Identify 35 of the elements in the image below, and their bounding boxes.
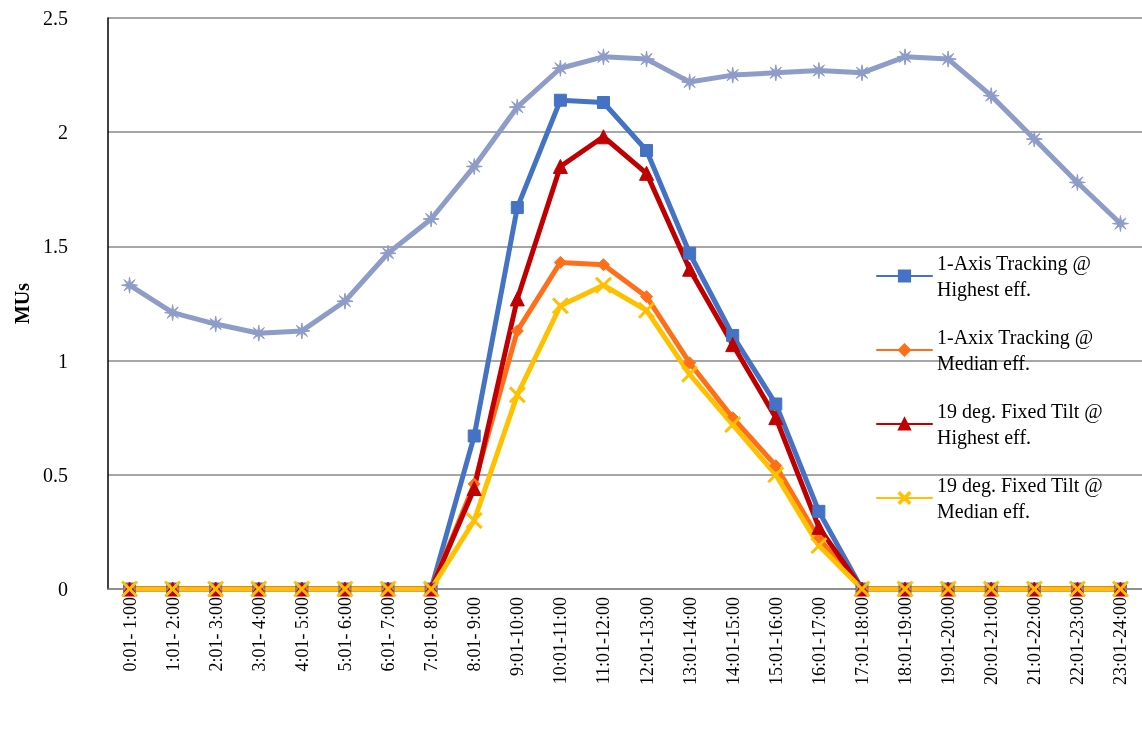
y-tick-label: 0 [58,578,68,600]
x-tick-label: 0:01- 1:00 [119,597,140,672]
legend-label: 19 deg. Fixed Tilt @ Median eff. [937,474,1108,522]
x-tick-label: 23:01-24:00 [1110,597,1131,685]
y-tick-label: 0.5 [43,463,68,486]
y-tick-label: 1.5 [43,235,68,258]
y-tick-label: 2.5 [43,7,68,29]
x-tick-label: 6:01- 7:00 [378,597,399,672]
y-tick-label: 2 [58,121,68,144]
y-axis-title: MUs [11,282,34,325]
x-tick-label: 22:01-23:00 [1067,597,1088,685]
x-tick-label: 4:01- 5:00 [291,597,312,672]
legend-label: 1-Axis Tracking @ Highest eff. [937,252,1096,301]
y-tick-label: 1 [58,349,68,372]
x-tick-label: 10:01-11:00 [550,597,571,685]
x-tick-label: 3:01- 4:00 [248,597,269,672]
legend-label: 1-Axix Tracking @ Median eff. [937,326,1099,374]
x-tick-label: 11:01-12:00 [593,597,614,685]
x-tick-label: 1:01- 2:00 [162,597,183,672]
x-tick-label: 21:01-22:00 [1024,597,1045,685]
x-tick-label: 16:01-17:00 [808,597,829,685]
x-tick-label: 15:01-16:00 [765,597,786,685]
x-tick-label: 20:01-21:00 [981,597,1002,685]
x-tick-label: 5:01- 6:00 [334,597,355,672]
x-tick-label: 17:01-18:00 [851,597,872,685]
x-tick-label: 9:01-10:00 [507,597,528,676]
x-tick-label: 13:01-14:00 [679,597,700,685]
x-tick-label: 2:01- 3:00 [205,597,226,672]
legend-label: 19 deg. Fixed Tilt @ Highest eff. [937,400,1108,449]
x-tick-label: 7:01- 8:00 [421,597,442,672]
x-tick-label: 14:01-15:00 [722,597,743,685]
x-tick-label: 12:01-13:00 [636,597,657,685]
x-tick-label: 18:01-19:00 [895,597,916,685]
x-tick-label: 19:01-20:00 [938,597,959,685]
x-tick-label: 8:01- 9:00 [464,597,485,672]
